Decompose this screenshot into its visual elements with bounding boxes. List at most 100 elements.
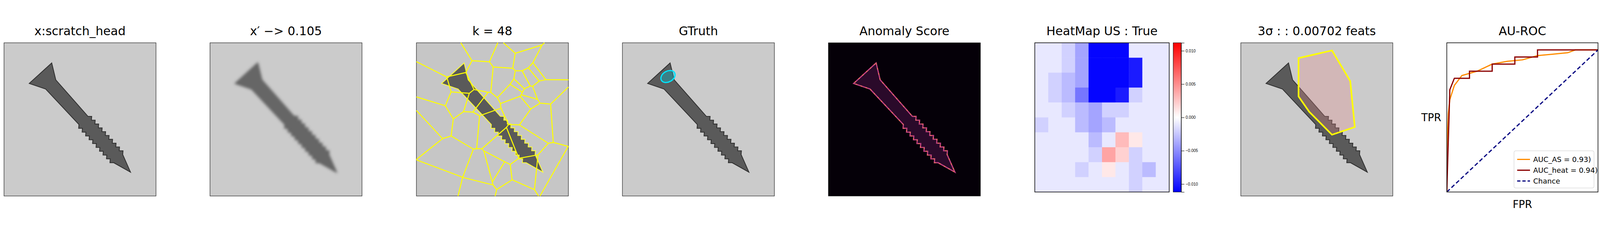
heatmap-cell: [1155, 42, 1170, 58]
heatmap-cell: [1102, 72, 1116, 88]
heatmap-cell: [1115, 162, 1130, 178]
colorbar-tick-label: −0.010: [1185, 182, 1198, 187]
heatmap-cell: [1155, 117, 1170, 133]
heatmap-cell: [1088, 102, 1102, 118]
heatmap-cell: [1048, 72, 1062, 88]
panel: [1446, 42, 1598, 192]
panel: [622, 42, 775, 196]
heatmap-cell: [1061, 162, 1076, 178]
panel-title: x′ −> 0.105: [250, 24, 322, 38]
score-highlight: [853, 62, 955, 172]
panel: [210, 42, 362, 196]
heatmap-cell: [1102, 132, 1116, 148]
heatmap-cell: [1088, 87, 1102, 103]
heatmap-cell: [1061, 132, 1076, 148]
colorbar-tick: 0.000: [1181, 115, 1196, 120]
heatmap-cell: [1034, 102, 1049, 118]
heatmap-cell: [1048, 57, 1062, 73]
heatmap-cell: [1088, 132, 1102, 148]
heatmap-cell: [1142, 177, 1156, 193]
heatmap-cell: [1075, 162, 1089, 178]
heatmap-cell: [1075, 177, 1089, 193]
heatmap-cell: [1115, 132, 1130, 148]
heatmap-cell: [1102, 102, 1116, 118]
screw: [853, 62, 955, 172]
image-background: [1240, 42, 1393, 196]
image-background: [416, 42, 569, 196]
plot-frame: [1446, 42, 1598, 192]
panel: 0.0100.0050.000−0.005−0.010: [1034, 42, 1198, 193]
colorbar-tick-mark: [1181, 117, 1185, 118]
heatmap-cell: [1155, 177, 1170, 193]
anomaly-region: [1298, 50, 1355, 135]
heatmap-cell: [1075, 42, 1089, 58]
image-background: [4, 42, 156, 196]
heatmap-cell: [1034, 57, 1049, 73]
heatmap-cell: [1128, 177, 1143, 193]
heatmap-cell: [1115, 102, 1130, 118]
panel: [1240, 42, 1393, 196]
heatmap-cell: [1102, 57, 1116, 73]
heatmap-cell: [1034, 147, 1049, 163]
colorbar-tick-mark: [1181, 84, 1185, 85]
heatmap-cell: [1034, 42, 1049, 58]
colorbar: [1173, 42, 1182, 192]
heatmap-cell: [1075, 102, 1089, 118]
y-axis-title: TPR: [1420, 111, 1442, 124]
heatmap-cell: [1128, 147, 1143, 163]
heatmap-cell: [1061, 57, 1076, 73]
heatmap-cell: [1128, 162, 1143, 178]
heatmap-cell: [1061, 72, 1076, 88]
heatmap-cell: [1102, 147, 1116, 163]
roc-line: [1446, 50, 1598, 192]
heatmap-cell: [1115, 87, 1130, 103]
heatmap-cell: [1142, 132, 1156, 148]
colorbar-tick: −0.005: [1181, 148, 1198, 153]
heatmap-cell: [1142, 117, 1156, 133]
panel-title: x:scratch_head: [34, 24, 126, 38]
colorbar-axis-line: [1181, 43, 1185, 193]
heatmap-cell: [1102, 87, 1116, 103]
roc-line: [1446, 50, 1598, 192]
heatmap-cell: [1048, 117, 1062, 133]
heatmap-cell: [1048, 87, 1062, 103]
heatmap-cell: [1102, 177, 1116, 193]
heatmap-cell: [1048, 42, 1062, 58]
x-axis-title: FPR: [1512, 198, 1533, 211]
panel-title: HeatMap US : True: [1046, 24, 1158, 38]
heatmap-cell: [1102, 117, 1116, 133]
heatmap-cell: [1155, 132, 1170, 148]
heatmap-cell: [1088, 162, 1102, 178]
heatmap-cell: [1088, 42, 1102, 58]
heatmap-cell: [1061, 117, 1076, 133]
heatmap-cell: [1048, 177, 1062, 193]
heatmap-cell: [1034, 72, 1049, 88]
heatmap-cell: [1142, 42, 1156, 58]
heatmap-cell: [1155, 72, 1170, 88]
heatmap-frame: [1034, 42, 1170, 192]
panel-title: k = 48: [472, 24, 513, 38]
heatmap-cell: [1115, 42, 1130, 58]
legend-swatch: [1517, 158, 1530, 160]
colorbar-tick: 0.010: [1181, 48, 1196, 54]
heatmap-cell: [1034, 117, 1049, 133]
heatmap-cell: [1088, 177, 1102, 193]
colorbar-tick-mark: [1181, 50, 1185, 52]
heatmap-cell: [1075, 57, 1089, 73]
heatmap-cell: [1102, 162, 1116, 178]
heatmap-cell: [1115, 177, 1130, 193]
colorbar-tick: −0.010: [1181, 182, 1198, 187]
heatmap-cell: [1115, 117, 1130, 133]
heatmap-cell: [1061, 147, 1076, 163]
panel: [828, 42, 981, 196]
heatmap-cell: [1034, 87, 1049, 103]
screw: [235, 62, 337, 172]
heatmap-cell: [1128, 72, 1143, 88]
colorbar-tick-mark: [1181, 184, 1185, 185]
heatmap-cell: [1048, 162, 1062, 178]
legend-label: AUC_heat = 0.94): [1533, 166, 1598, 175]
legend-label: Chance: [1533, 176, 1560, 186]
heatmap-cell: [1088, 72, 1102, 88]
heatmap-cell: [1155, 87, 1170, 103]
heatmap-cell: [1155, 147, 1170, 163]
